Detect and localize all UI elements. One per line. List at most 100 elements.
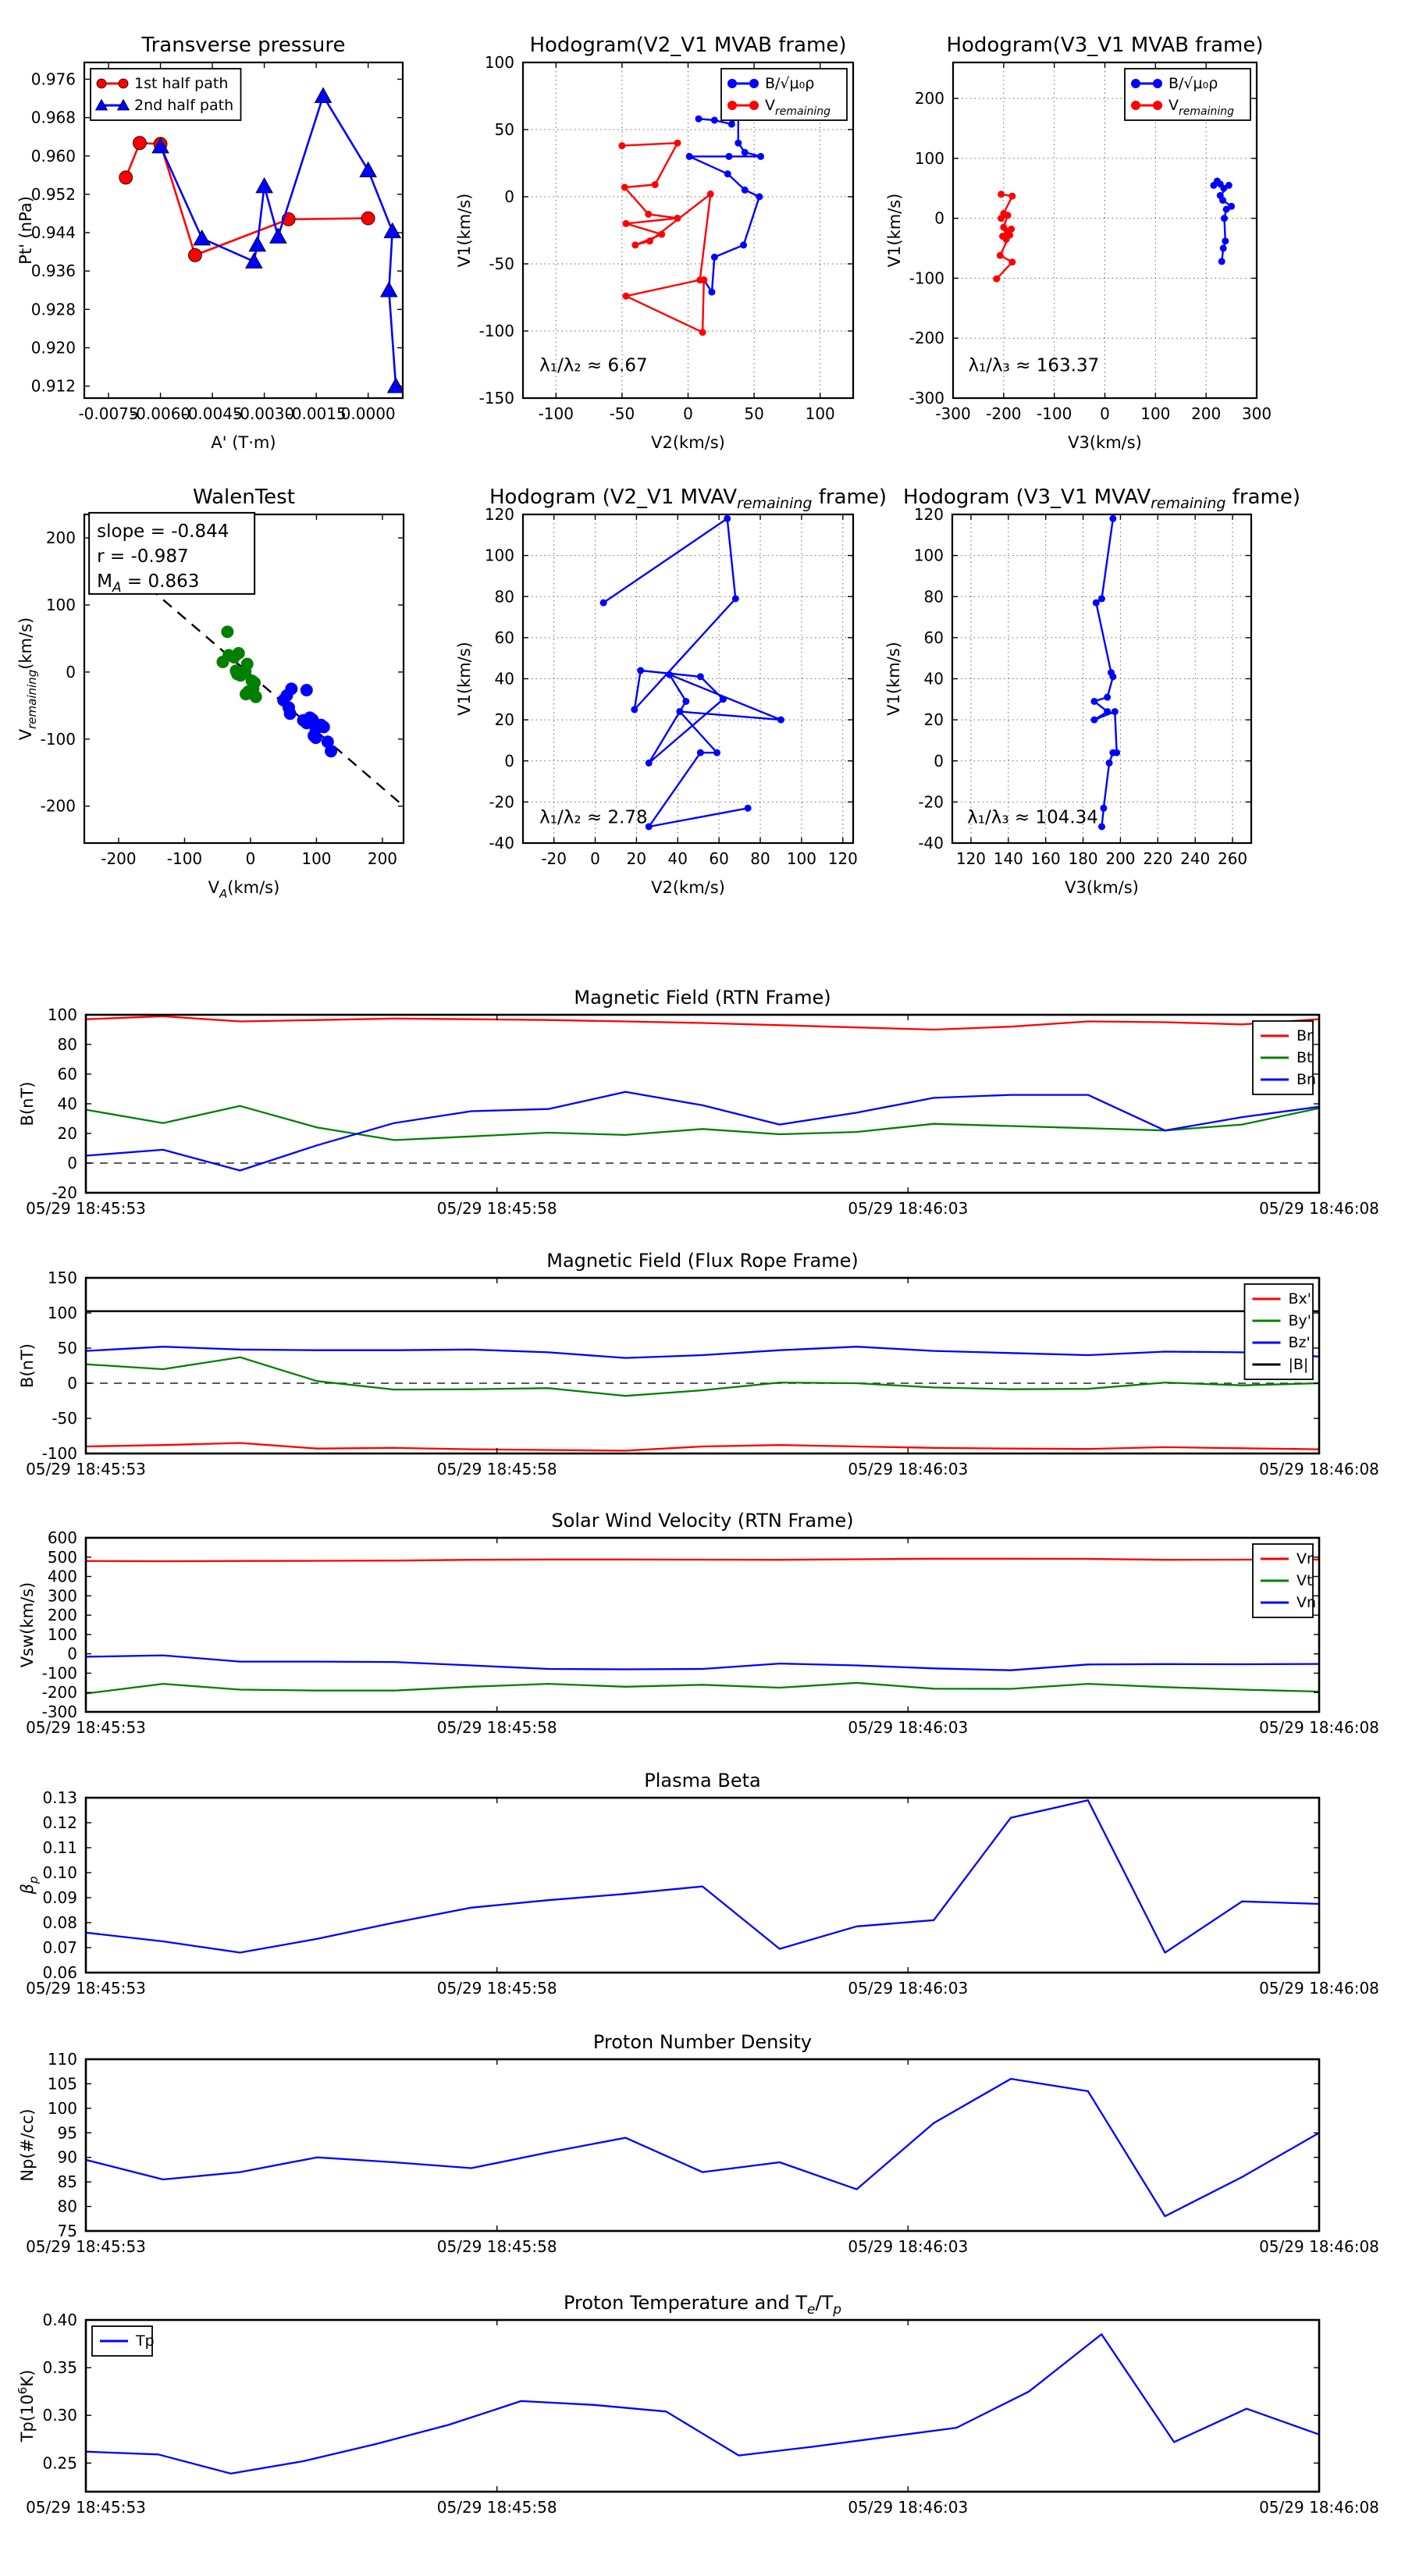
legend-label: Vt [1297, 1572, 1312, 1589]
panel-hodogram-v2v1-mvav: -20 0 20 40 60 80 100 120-40-20020406080100120H… [455, 486, 887, 897]
y-tick-label: 100 [48, 1625, 77, 1644]
legend-item: Bn [1261, 1071, 1316, 1088]
y-tick-label: 85 [58, 2172, 77, 2191]
series-B-over-sqrt-mu0rho [1090, 514, 1121, 831]
x-tick-label: 05/29 18:46:08 [1259, 2498, 1379, 2517]
y-tick-label: 0.912 [31, 377, 76, 396]
stats-box: slope = -0.844 r = -0.987 MA = 0.863 [88, 511, 256, 596]
y-tick-label: -20 [52, 1183, 77, 1202]
y-tick-label: 100 [46, 596, 76, 614]
series-Bt [86, 1105, 1319, 1141]
panel-title: Hodogram (V2_V1 MVAVremaining frame) [489, 486, 887, 512]
legend-item: By' [1252, 1312, 1311, 1329]
y-tick-label: -200 [42, 1683, 77, 1702]
y-tick-label: 95 [58, 2123, 77, 2142]
panel-solar-wind-velocity-rtn: 05/29 18:45:53 05/29 18:45:58 05/29 18:46:… [18, 1510, 1379, 1737]
y-tick-label: 0.09 [42, 1888, 77, 1907]
x-axis-label: A' (T·m) [211, 433, 276, 452]
y-tick-label: 0.952 [31, 185, 76, 204]
x-tick-label: 05/29 18:46:03 [848, 1460, 968, 1478]
y-tick-label: 400 [48, 1567, 77, 1586]
x-tick-label: 05/29 18:45:58 [437, 1979, 557, 1998]
annotation: λ₁/λ₂ ≈ 6.67 [539, 356, 648, 376]
y-tick-label: 0.08 [42, 1913, 77, 1932]
stats-line: slope = -0.844 [97, 521, 229, 542]
legend: Br Bt Bn [1252, 1020, 1316, 1095]
x-tick-label: -50 [610, 404, 635, 423]
y-axis-label: B(nT) [18, 1082, 37, 1126]
y-tick-label: 600 [48, 1528, 77, 1547]
x-tick-label: 100 [806, 404, 835, 423]
legend-item: 1st half path [96, 75, 228, 92]
x-tick-label: 05/29 18:45:53 [26, 1979, 146, 1998]
y-tick-label: 150 [48, 1268, 77, 1287]
y-tick-label: 20 [495, 710, 514, 729]
panel-plasma-beta: 05/29 18:45:53 05/29 18:45:58 05/29 18:46:… [18, 1770, 1379, 1998]
y-tick-label: -200 [41, 797, 76, 816]
y-tick-label: 20 [924, 710, 944, 729]
y-tick-label: 0.40 [42, 2311, 77, 2329]
y-tick-label: 0.13 [42, 1788, 77, 1807]
legend-item: B/√μ₀ρ [1131, 75, 1218, 92]
y-tick-label: -100 [909, 269, 944, 287]
panel-walen-test: -200 -100 0 100 200 -200 -100 0 100 200 WalenTest V… [16, 486, 405, 901]
y-axis-label: B(nT) [18, 1343, 37, 1388]
legend-item: Tp [100, 2332, 155, 2350]
legend-label: Vr [1297, 1550, 1313, 1567]
legend-label: 1st half path [134, 75, 228, 92]
series-B-over-sqrt-mu0rho [599, 514, 784, 831]
panel-title: Hodogram(V2_V1 MVAB frame) [529, 34, 846, 57]
legend-label: 2nd half path [134, 97, 233, 114]
series-Bx' [86, 1442, 1319, 1452]
x-tick-label: 0.0000 [341, 404, 396, 423]
x-tick-label: 160 [1031, 849, 1061, 868]
x-tick-label: -300 [935, 404, 970, 423]
y-tick-label: 0.928 [31, 300, 76, 318]
y-tick-label: 80 [58, 1035, 77, 1054]
panel-title: Hodogram(V3_V1 MVAB frame) [946, 34, 1263, 57]
x-axis-label: V2(km/s) [651, 878, 725, 897]
y-tick-label: 200 [48, 1606, 77, 1624]
y-tick-label: -100 [479, 322, 514, 340]
x-tick-label: 05/29 18:46:08 [1259, 2237, 1379, 2256]
legend-label: |B| [1289, 1356, 1309, 1373]
y-tick-label: 50 [58, 1339, 77, 1357]
series-Bz' [86, 1346, 1319, 1359]
y-tick-label: 0.30 [42, 2406, 77, 2425]
series-Vr [86, 1557, 1319, 1563]
x-tick-label: 05/29 18:45:53 [26, 2237, 146, 2256]
legend-label: Bn [1297, 1071, 1316, 1088]
x-tick-label: 180 [1068, 849, 1097, 868]
y-axis-label: V1(km/s) [455, 642, 474, 716]
x-tick-label: 0 [246, 849, 256, 868]
x-tick-label: 60 [709, 849, 728, 868]
series-Np [86, 2077, 1319, 2218]
y-tick-label: 110 [48, 2050, 77, 2069]
legend-item: Vremaining [1131, 97, 1234, 118]
y-tick-label: 100 [48, 1005, 77, 1024]
x-tick-label: 05/29 18:46:03 [848, 1979, 968, 1998]
y-tick-label: 60 [58, 1065, 77, 1083]
stats-line: MA = 0.863 [97, 571, 199, 596]
legend: B/√μ₀ρ Vremaining [1124, 68, 1251, 121]
x-tick-label: 05/29 18:46:03 [848, 1718, 968, 1737]
series-By' [86, 1356, 1319, 1397]
x-tick-label: 220 [1143, 849, 1172, 868]
y-tick-label: 60 [495, 628, 514, 647]
panel-proton-temperature: 05/29 18:45:53 05/29 18:45:58 05/29 18:46:… [16, 2292, 1379, 2517]
series-2nd half path [151, 87, 403, 393]
series-B-over-sqrt-mu0rho [685, 111, 765, 296]
series-Vn [86, 1654, 1319, 1671]
legend: Vr Vt Vn [1252, 1543, 1316, 1618]
x-tick-label: 300 [1242, 404, 1272, 423]
y-tick-label: 0 [66, 663, 76, 681]
x-tick-label: 0 [590, 849, 600, 868]
legend-label: Vn [1297, 1594, 1316, 1611]
annotation: λ₁/λ₂ ≈ 2.78 [539, 808, 648, 828]
x-tick-label: 40 [668, 849, 688, 868]
panel-title: WalenTest [193, 486, 295, 509]
x-tick-label: 05/29 18:45:58 [437, 1199, 557, 1218]
y-tick-label: -150 [479, 389, 514, 407]
panel-title: Transverse pressure [141, 34, 346, 57]
x-tick-label: 200 [368, 849, 397, 868]
